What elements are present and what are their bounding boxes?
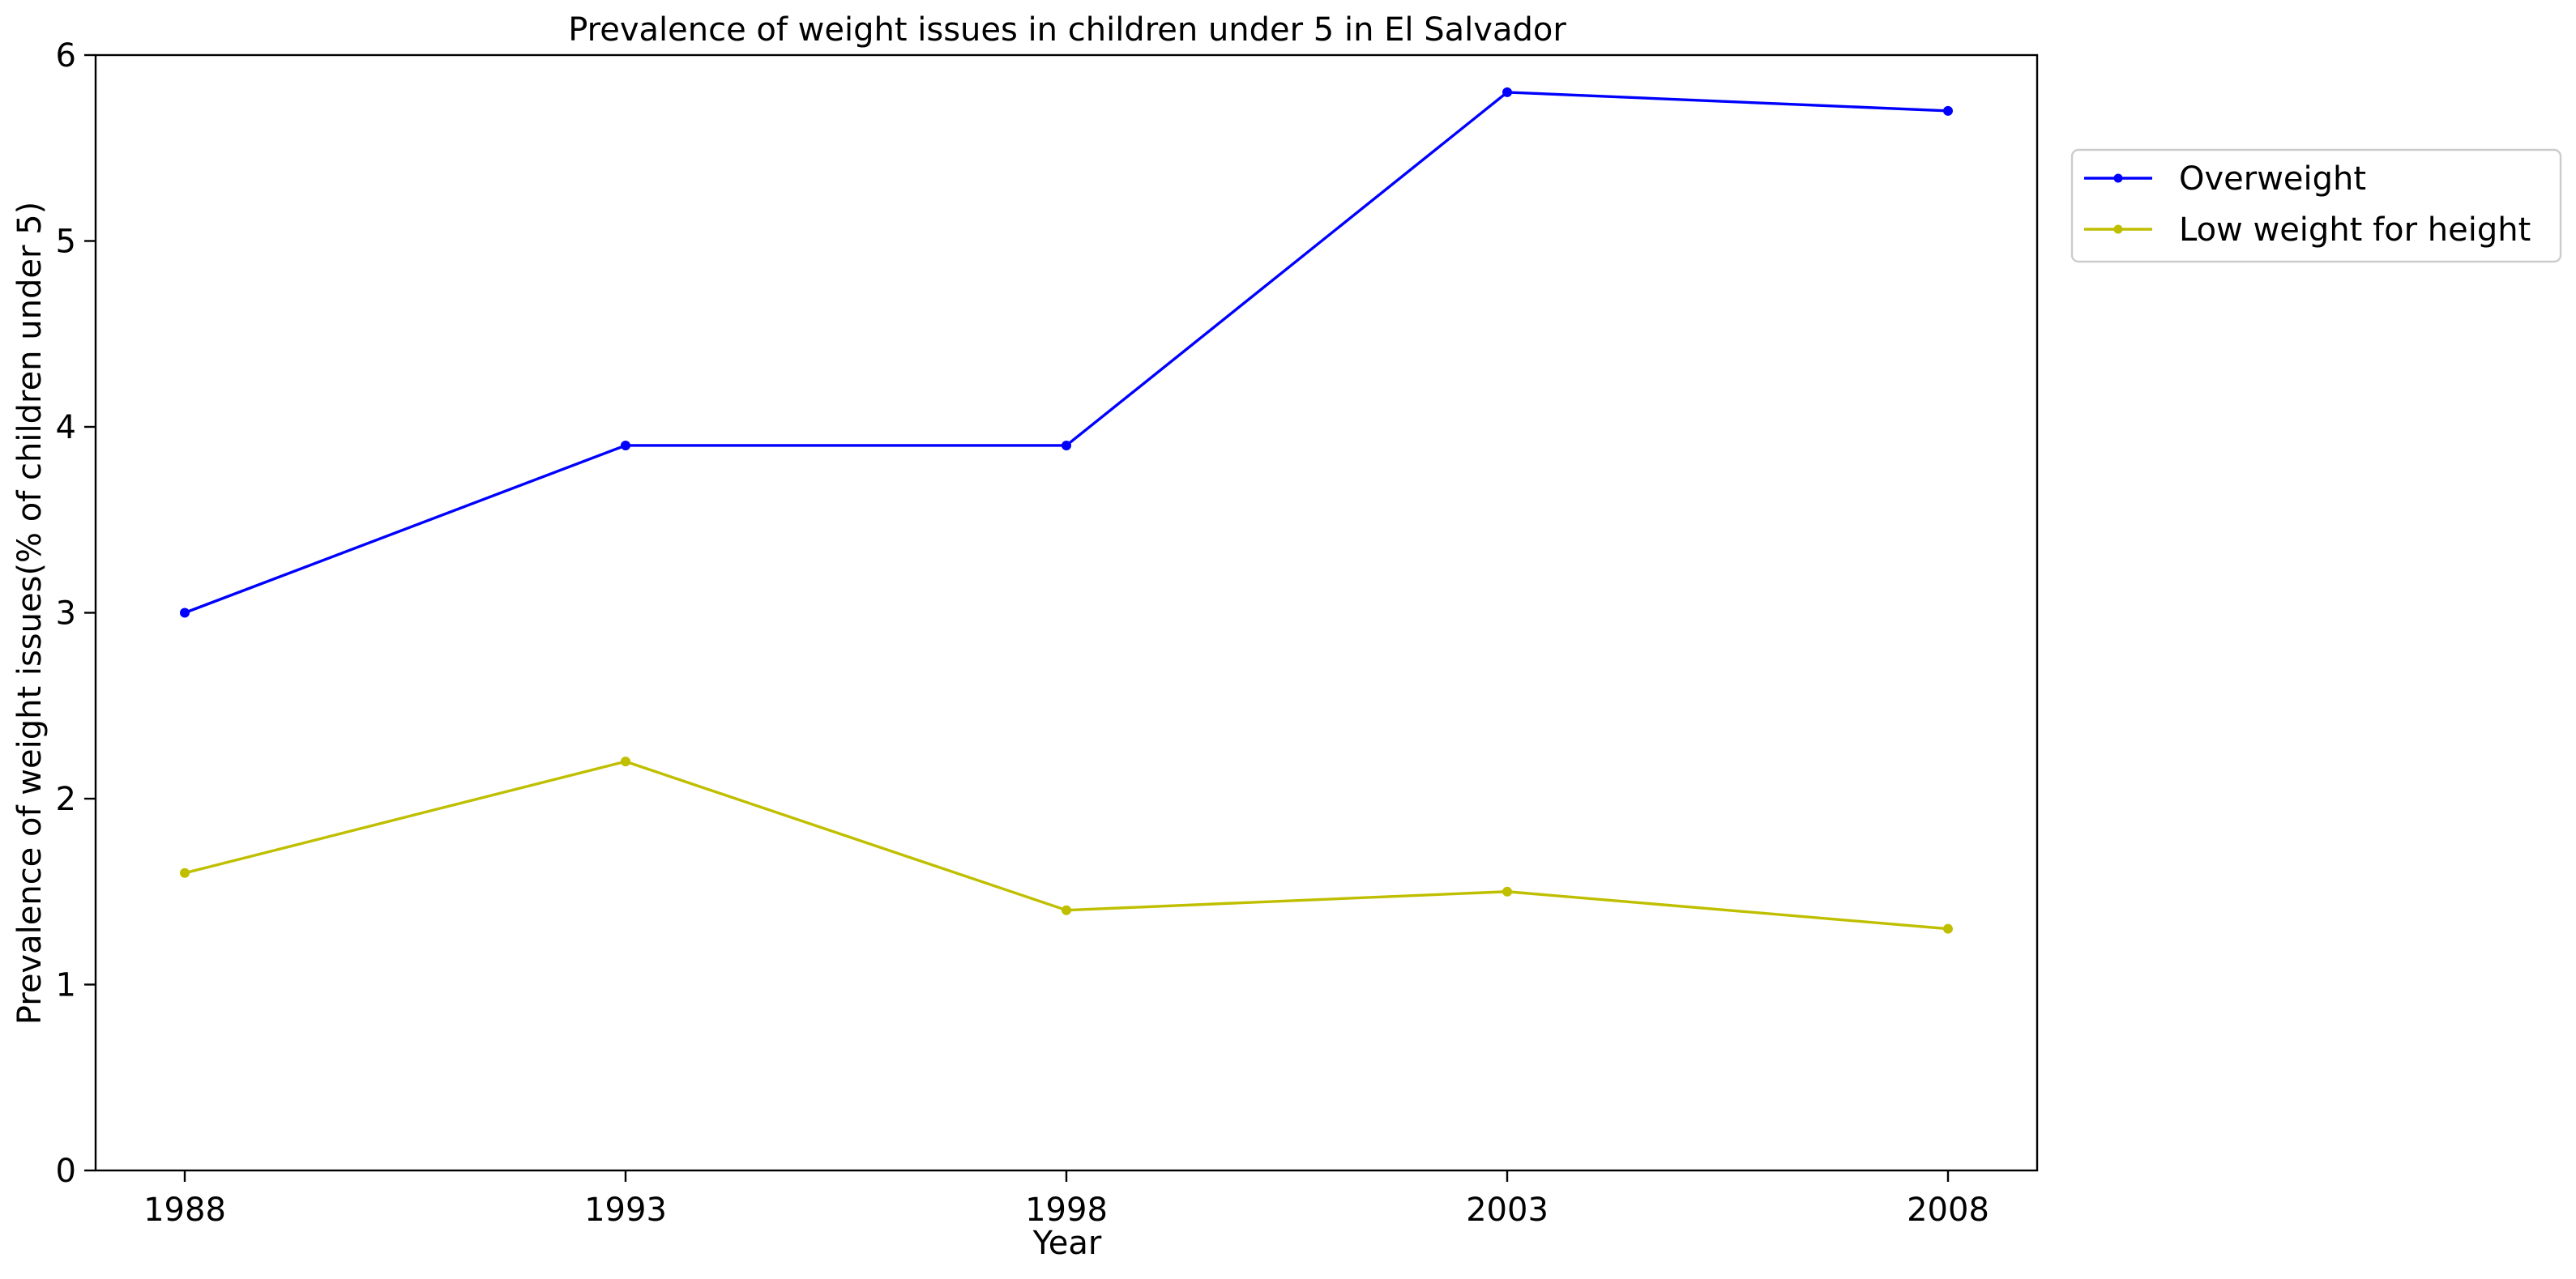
- legend: Overweight Low weight for height: [2070, 148, 2562, 263]
- data-point: [621, 440, 630, 450]
- y-tick-label: 5: [56, 224, 76, 261]
- y-tick-label: 6: [56, 37, 76, 75]
- legend-item: Overweight: [2084, 160, 2366, 198]
- data-point: [1502, 886, 1512, 897]
- y-tick-label: 4: [56, 409, 76, 446]
- data-point: [180, 868, 190, 878]
- legend-label: Low weight for height: [2179, 211, 2531, 249]
- legend-swatch-marker: [2113, 224, 2123, 234]
- x-tick-label: 2003: [1466, 1192, 1549, 1229]
- y-axis-label: Prevalence of weight issues(% of childre…: [11, 202, 49, 1025]
- x-tick-label: 1988: [143, 1192, 226, 1229]
- data-point: [1062, 905, 1071, 915]
- y-tick-label: 3: [56, 595, 76, 633]
- y-tick-label: 2: [56, 781, 76, 818]
- chart-title: Prevalence of weight issues in children …: [568, 11, 1566, 49]
- y-tick-label: 0: [56, 1153, 76, 1190]
- legend-box: [2070, 148, 2562, 263]
- legend-item: Low weight for height: [2084, 211, 2531, 249]
- data-point: [1502, 87, 1512, 97]
- data-point: [1943, 923, 1953, 934]
- data-point: [1062, 440, 1071, 450]
- x-tick-label: 1998: [1025, 1192, 1108, 1229]
- x-axis-label: Year: [1032, 1225, 1102, 1262]
- x-tick-label: 1993: [584, 1192, 667, 1229]
- data-point: [180, 608, 190, 618]
- data-point: [621, 757, 630, 767]
- y-tick-label: 1: [56, 967, 76, 1004]
- x-tick-label: 2008: [1907, 1192, 1989, 1229]
- data-point: [1943, 105, 1953, 116]
- series-low-weight-for-height: [180, 757, 1953, 934]
- series-overweight: [180, 87, 1953, 618]
- legend-label: Overweight: [2179, 160, 2366, 198]
- legend-swatch-marker: [2113, 173, 2123, 183]
